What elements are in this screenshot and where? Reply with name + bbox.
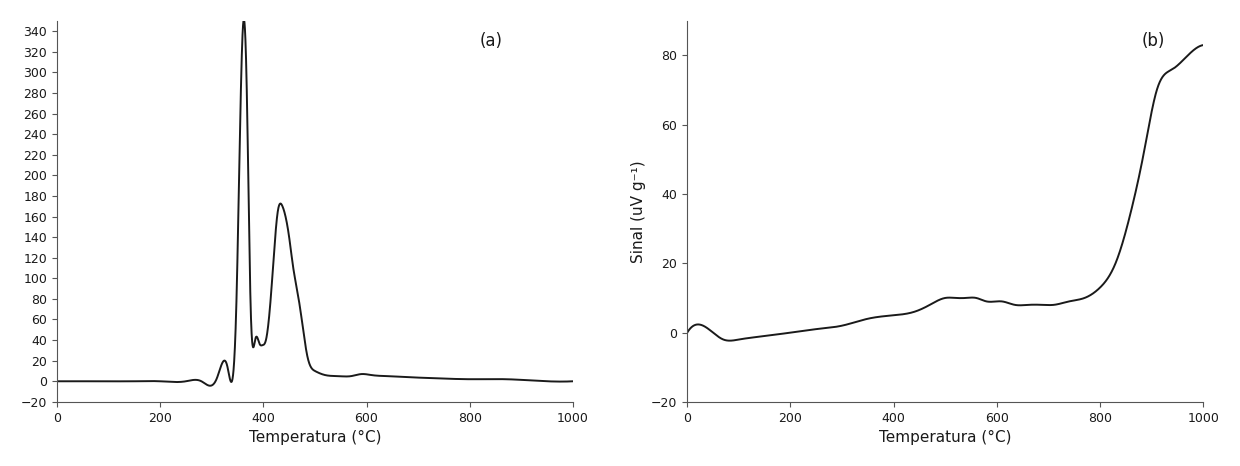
Text: (b): (b) [1141,32,1164,50]
Text: (a): (a) [480,32,503,50]
X-axis label: Temperatura (°C): Temperatura (°C) [879,430,1012,445]
Y-axis label: Sinal (uV g⁻¹): Sinal (uV g⁻¹) [631,160,646,263]
X-axis label: Temperatura (°C): Temperatura (°C) [249,430,381,445]
